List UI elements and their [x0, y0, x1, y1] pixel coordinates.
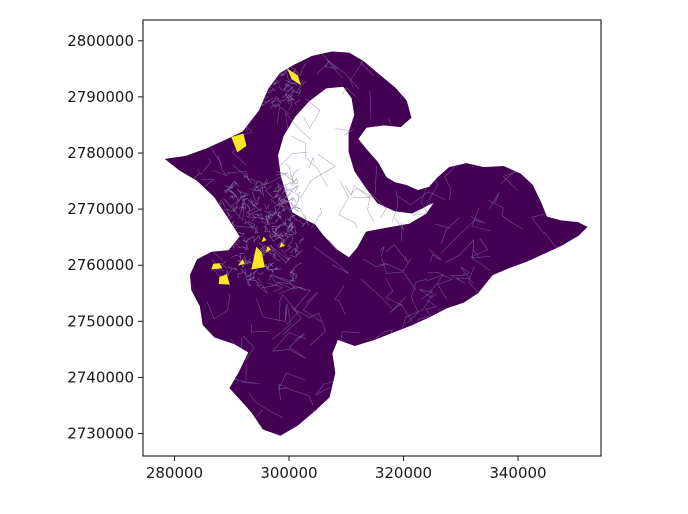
y-tick-label: 2750000: [67, 312, 134, 330]
y-tick-label: 2790000: [67, 88, 134, 106]
x-tick-label: 280000: [146, 464, 203, 482]
y-tick-label: 2740000: [67, 368, 134, 386]
x-tick-label: 340000: [489, 464, 546, 482]
y-tick-label: 2730000: [67, 425, 134, 443]
y-tick-label: 2780000: [67, 144, 134, 162]
x-tick-label: 320000: [375, 464, 432, 482]
y-tick-label: 2800000: [67, 32, 134, 50]
x-tick-label: 300000: [260, 464, 317, 482]
y-tick-label: 2760000: [67, 256, 134, 274]
y-tick-label: 2770000: [67, 200, 134, 218]
